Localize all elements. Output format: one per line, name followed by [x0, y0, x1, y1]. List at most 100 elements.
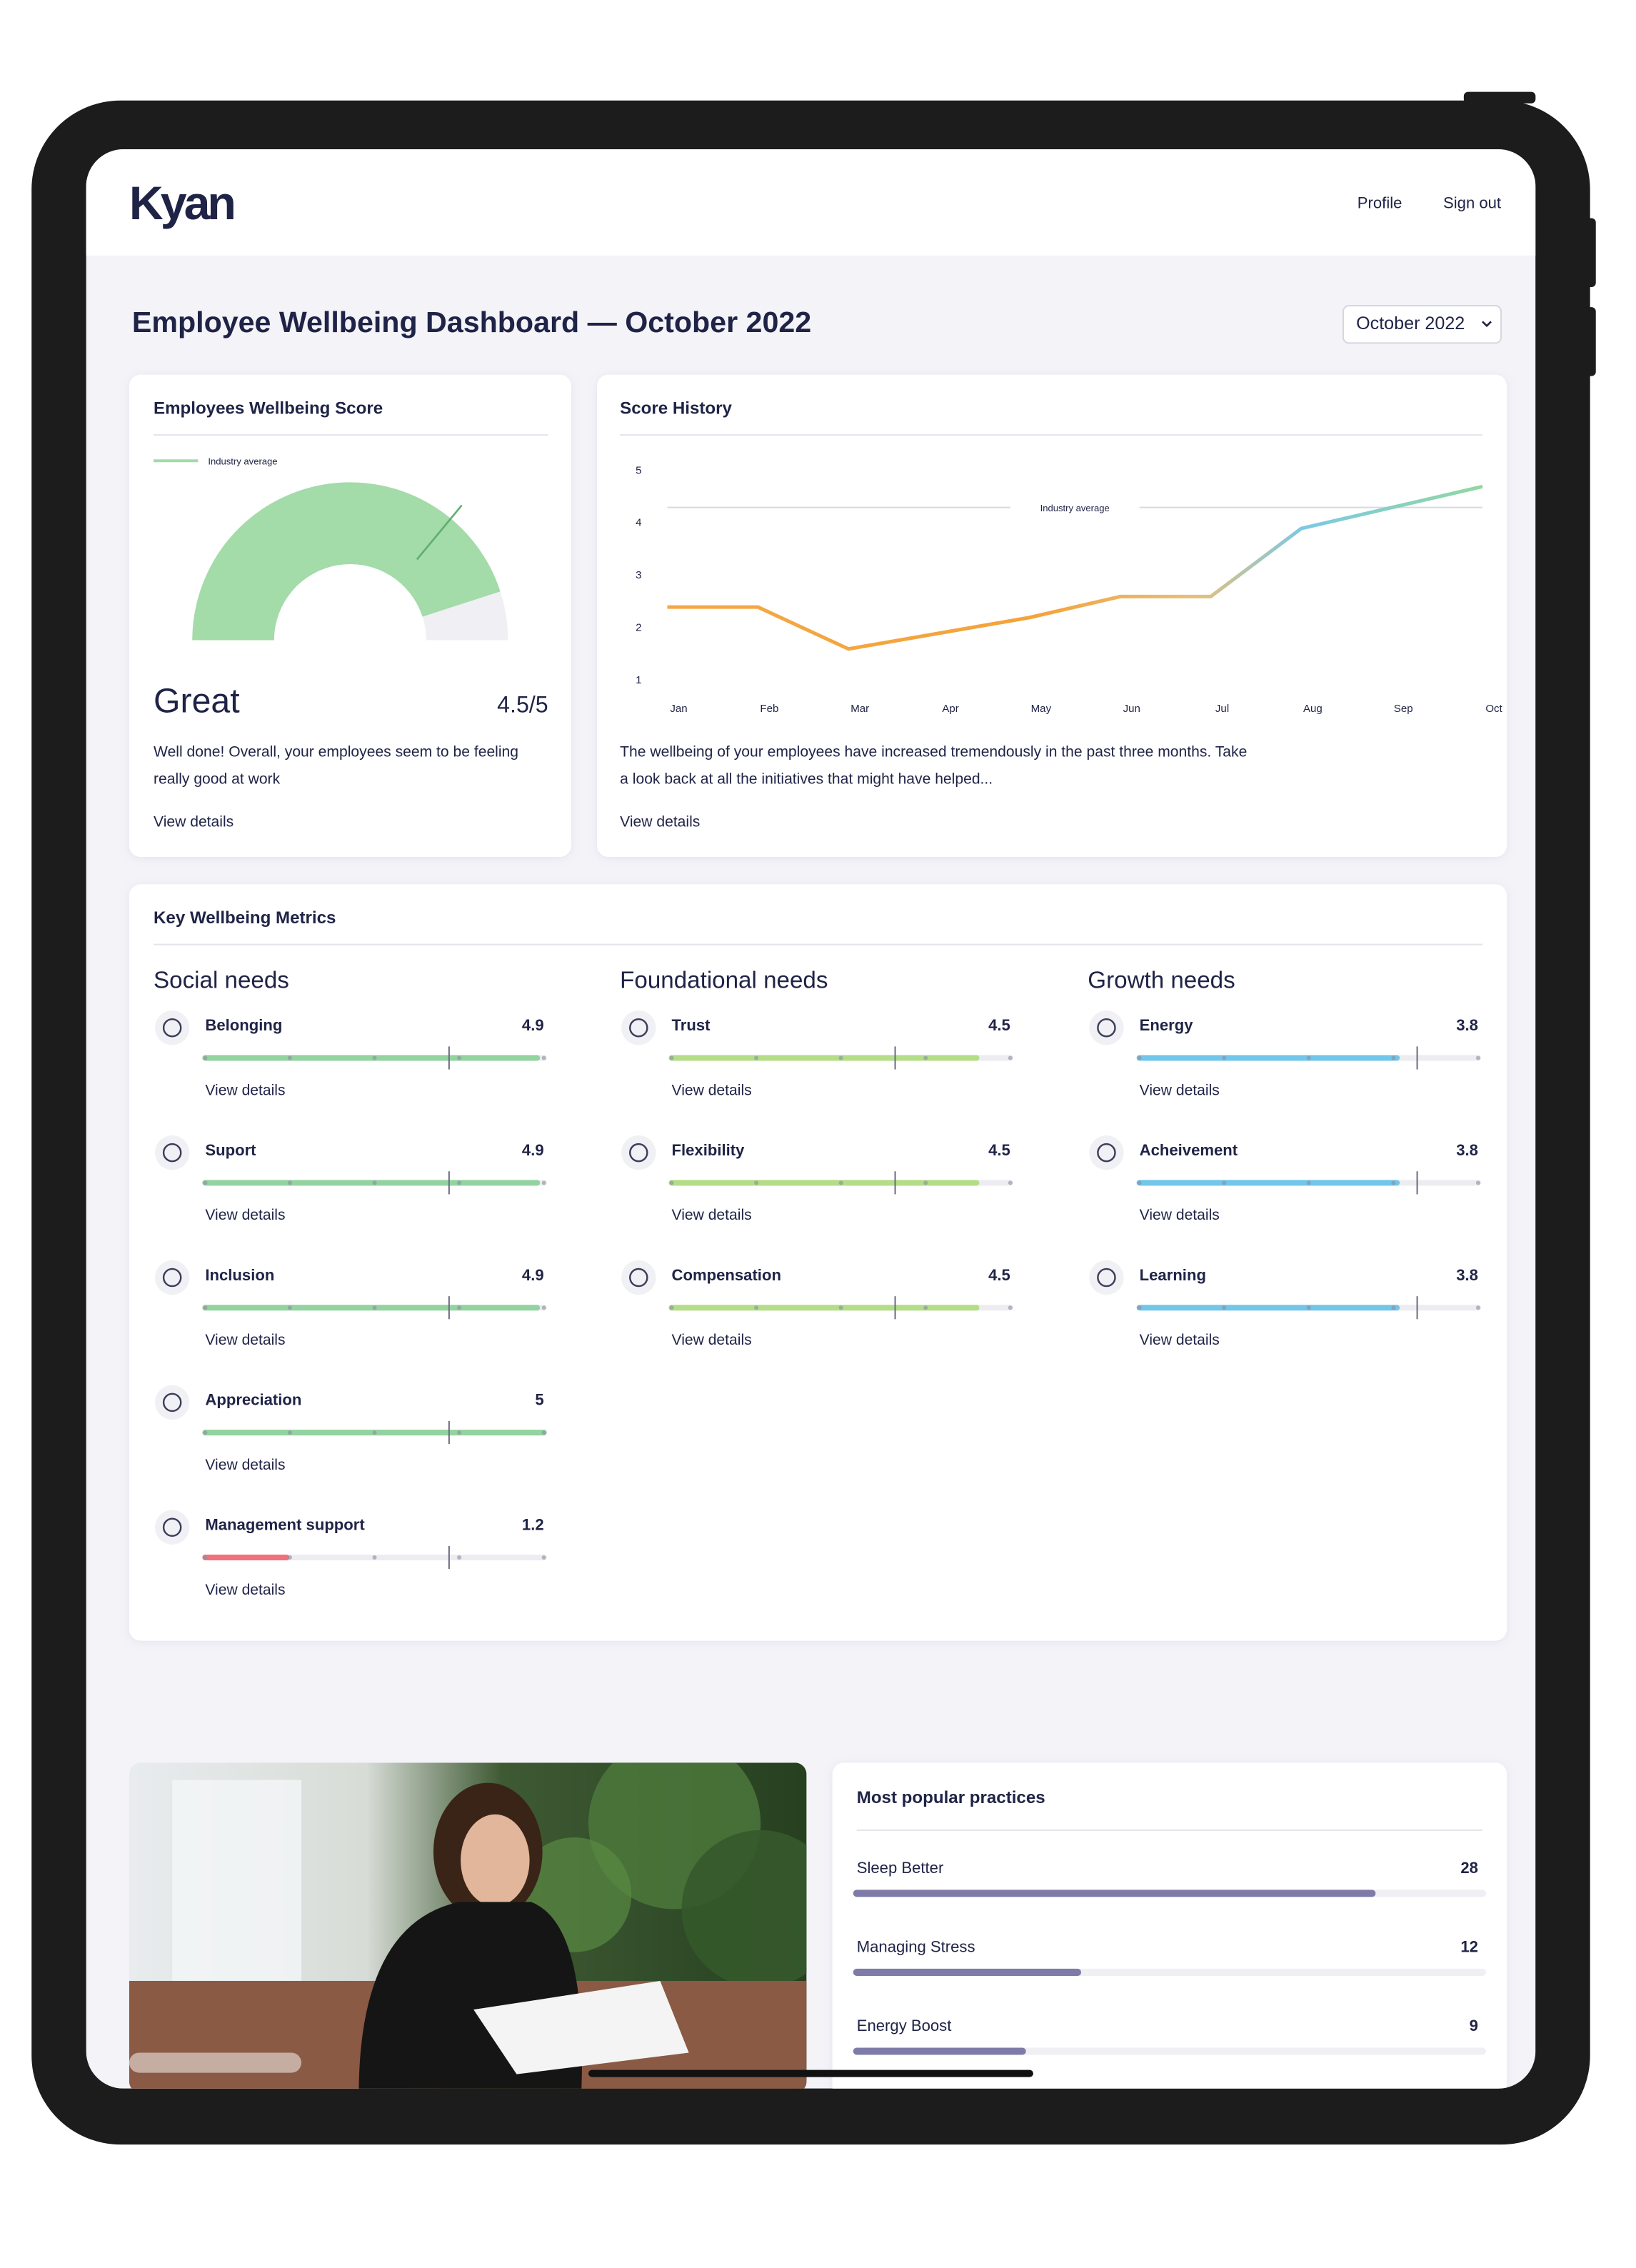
- link[interactable]: View details: [672, 1082, 752, 1098]
- link[interactable]: View details: [205, 1457, 285, 1473]
- practice-name: Sleep Better: [857, 1859, 944, 1877]
- metric-name: Compensation: [672, 1266, 781, 1284]
- history-line: [667, 484, 1483, 651]
- metric-name: Inclusion: [205, 1266, 274, 1284]
- nav-link[interactable]: Sign out: [1443, 194, 1501, 211]
- track-dot: [457, 1055, 462, 1060]
- track-dot: [1391, 1305, 1396, 1310]
- track-dot: [754, 1055, 759, 1060]
- nav-link[interactable]: Profile: [1358, 194, 1402, 211]
- metric-name: Flexibility: [672, 1141, 746, 1159]
- link[interactable]: View details: [1140, 1207, 1220, 1223]
- header-bar: [86, 149, 1536, 256]
- metric-score: 4.9: [522, 1141, 544, 1159]
- link[interactable]: View details: [205, 1082, 285, 1098]
- paragraph: The wellbeing of your employees have inc…: [620, 743, 1248, 788]
- card: [129, 884, 1507, 1641]
- x-tick-label: Aug: [1303, 703, 1323, 715]
- track-dot: [1008, 1055, 1013, 1060]
- track-dot: [1008, 1305, 1013, 1310]
- logo[interactable]: Kyan: [129, 177, 237, 230]
- metric-icon: [621, 1135, 656, 1170]
- metric-score: 5: [535, 1391, 543, 1409]
- track-dot: [203, 1305, 208, 1310]
- score-rating: Great: [154, 682, 240, 721]
- metric-icon-glyph: [1097, 1268, 1116, 1288]
- track-dot: [203, 1430, 208, 1435]
- group-title: Social needs: [154, 968, 289, 994]
- link[interactable]: View details: [620, 813, 700, 830]
- track-dot: [754, 1180, 759, 1185]
- screen: Kyan Profile Sign out Employee Wellbeing Da…: [86, 149, 1536, 2089]
- metric-name: Acheivement: [1140, 1141, 1238, 1159]
- track-dot: [457, 1430, 462, 1435]
- photo: [129, 1762, 807, 2089]
- track-dot: [541, 1055, 546, 1060]
- card-title: Score History: [620, 398, 732, 418]
- period-select[interactable]: [1343, 305, 1502, 344]
- paragraph-box: The wellbeing of your employees have inc…: [620, 743, 1248, 788]
- x-tick-label: Oct: [1485, 703, 1502, 715]
- track-dot: [372, 1055, 377, 1060]
- y-tick-label: 1: [636, 674, 641, 686]
- x-tick-label: Jan: [670, 703, 687, 715]
- track-dot: [287, 1305, 292, 1310]
- track-dot: [1391, 1180, 1396, 1185]
- practice-count: 12: [1460, 1938, 1478, 1956]
- group-title: Foundational needs: [620, 968, 828, 994]
- track-dot: [203, 1555, 208, 1560]
- card-title: Employees Wellbeing Score: [154, 398, 383, 418]
- metric-name: Management support: [205, 1516, 365, 1534]
- link[interactable]: View details: [205, 1332, 285, 1348]
- metric-name: Belonging: [205, 1016, 282, 1034]
- y-tick-label: 5: [636, 464, 641, 476]
- track-dot: [1222, 1305, 1227, 1310]
- link[interactable]: View details: [1140, 1082, 1220, 1098]
- practice-name: Energy Boost: [857, 2017, 952, 2034]
- card-title: Key Wellbeing Metrics: [154, 908, 336, 928]
- x-tick-label: Apr: [942, 703, 958, 715]
- card: [129, 374, 571, 858]
- period-select-label[interactable]: October 2022: [1356, 313, 1465, 333]
- card: [597, 374, 1507, 858]
- track-dot: [923, 1055, 928, 1060]
- gauge-fill: [192, 482, 501, 641]
- track-dot: [203, 1055, 208, 1060]
- metric-score: 3.8: [1456, 1266, 1478, 1284]
- track-dot: [541, 1180, 546, 1185]
- track-dot: [838, 1180, 843, 1185]
- track-dot: [1008, 1180, 1013, 1185]
- link[interactable]: View details: [154, 813, 234, 830]
- track-dot: [541, 1430, 546, 1435]
- track-dot: [287, 1430, 292, 1435]
- metric-score: 4.5: [988, 1016, 1010, 1034]
- track-dot: [287, 1555, 292, 1560]
- link[interactable]: View details: [205, 1582, 285, 1598]
- track-dot: [1475, 1305, 1480, 1310]
- practice-name: Managing Stress: [857, 1938, 975, 1956]
- card-title: Most popular practices: [857, 1788, 1045, 1807]
- metric-score: 4.9: [522, 1266, 544, 1284]
- metric-score: 3.8: [1456, 1016, 1478, 1034]
- metric-icon-glyph: [1097, 1143, 1116, 1163]
- practice-count: 9: [1470, 2017, 1478, 2034]
- metric-name: Appreciation: [205, 1391, 301, 1409]
- track-dot: [754, 1305, 759, 1310]
- track-dot: [1137, 1180, 1142, 1185]
- metric-score: 4.5: [988, 1141, 1010, 1159]
- link[interactable]: View details: [672, 1207, 752, 1223]
- link[interactable]: View details: [205, 1207, 285, 1223]
- industry-marker: [416, 504, 463, 561]
- device-button: [1584, 218, 1596, 288]
- metric-name: Suport: [205, 1141, 256, 1159]
- photo-plant: [681, 1830, 807, 1989]
- metric-icon: [1089, 1010, 1124, 1045]
- link[interactable]: View details: [1140, 1332, 1220, 1348]
- metric-name: Energy: [1140, 1016, 1194, 1034]
- link[interactable]: View details: [672, 1332, 752, 1348]
- track-dot: [1137, 1055, 1142, 1060]
- metric-icon: [1089, 1260, 1124, 1295]
- track-dot: [923, 1305, 928, 1310]
- metric-icon: [1089, 1135, 1124, 1170]
